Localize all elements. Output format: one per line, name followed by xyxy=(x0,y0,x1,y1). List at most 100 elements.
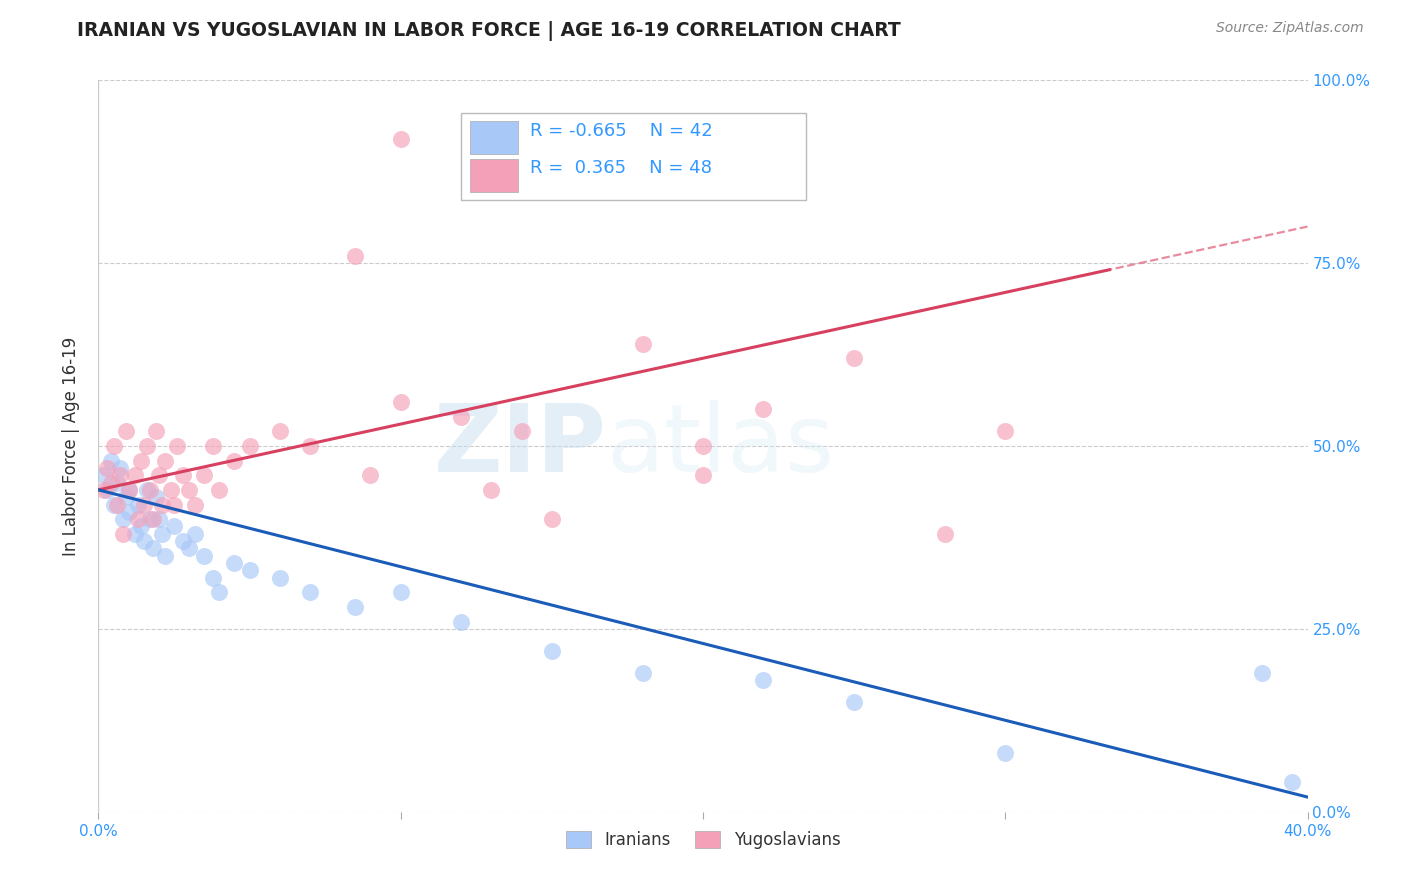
Point xyxy=(389,395,412,409)
Point xyxy=(934,526,956,541)
Point xyxy=(172,468,194,483)
Point xyxy=(389,585,412,599)
Point xyxy=(100,453,122,467)
Point xyxy=(118,505,141,519)
Point xyxy=(142,541,165,556)
Point xyxy=(179,541,201,556)
Point xyxy=(148,512,170,526)
Point xyxy=(208,483,231,497)
Point xyxy=(150,498,173,512)
Point xyxy=(510,425,533,439)
Point xyxy=(631,665,654,680)
Point xyxy=(269,425,291,439)
Point xyxy=(124,468,146,483)
Text: Source: ZipAtlas.com: Source: ZipAtlas.com xyxy=(1216,21,1364,36)
Text: atlas: atlas xyxy=(606,400,835,492)
Point xyxy=(193,468,215,483)
Point xyxy=(1281,775,1303,789)
Point xyxy=(269,571,291,585)
Point xyxy=(844,695,866,709)
Y-axis label: In Labor Force | Age 16-19: In Labor Force | Age 16-19 xyxy=(62,336,80,556)
Point xyxy=(844,351,866,366)
Legend: Iranians, Yugoslavians: Iranians, Yugoslavians xyxy=(560,824,846,856)
Point xyxy=(299,439,322,453)
Point xyxy=(135,483,157,497)
FancyBboxPatch shape xyxy=(470,159,517,192)
Point xyxy=(224,556,246,570)
Point xyxy=(105,475,128,490)
Point xyxy=(299,585,322,599)
Point xyxy=(93,468,115,483)
Point xyxy=(139,512,162,526)
Point xyxy=(114,425,136,439)
Text: IRANIAN VS YUGOSLAVIAN IN LABOR FORCE | AGE 16-19 CORRELATION CHART: IRANIAN VS YUGOSLAVIAN IN LABOR FORCE | … xyxy=(77,21,901,41)
Point xyxy=(450,409,472,424)
Point xyxy=(153,549,176,563)
Point xyxy=(202,439,225,453)
Point xyxy=(163,519,186,533)
Point xyxy=(193,549,215,563)
Point xyxy=(96,483,118,497)
Point xyxy=(692,439,714,453)
Point xyxy=(184,526,207,541)
Point xyxy=(150,526,173,541)
Point xyxy=(752,402,775,417)
Point xyxy=(103,439,125,453)
Point xyxy=(129,519,152,533)
Point xyxy=(153,453,176,467)
Point xyxy=(239,439,262,453)
Point xyxy=(344,599,367,614)
Text: R =  0.365    N = 48: R = 0.365 N = 48 xyxy=(530,159,711,177)
Point xyxy=(132,534,155,549)
Point xyxy=(389,132,412,146)
Point xyxy=(1251,665,1274,680)
Point xyxy=(145,490,167,504)
Point xyxy=(481,483,503,497)
Point xyxy=(135,439,157,453)
Point xyxy=(108,461,131,475)
Point xyxy=(93,483,115,497)
Point xyxy=(111,512,134,526)
Text: ZIP: ZIP xyxy=(433,400,606,492)
Point xyxy=(224,453,246,467)
Point xyxy=(179,483,201,497)
Point xyxy=(118,483,141,497)
Point xyxy=(172,534,194,549)
Point xyxy=(160,483,183,497)
Point xyxy=(129,453,152,467)
Point xyxy=(114,490,136,504)
Point xyxy=(108,468,131,483)
Point xyxy=(631,336,654,351)
Point xyxy=(148,468,170,483)
Point xyxy=(111,526,134,541)
Point xyxy=(344,249,367,263)
Point xyxy=(100,475,122,490)
Point xyxy=(360,468,382,483)
Point xyxy=(450,615,472,629)
Point xyxy=(142,512,165,526)
Point xyxy=(118,483,141,497)
Point xyxy=(127,498,149,512)
Point xyxy=(139,483,162,497)
Text: R = -0.665    N = 42: R = -0.665 N = 42 xyxy=(530,122,713,140)
Point xyxy=(124,526,146,541)
Point xyxy=(202,571,225,585)
Point xyxy=(166,439,188,453)
Point xyxy=(752,673,775,687)
Point xyxy=(163,498,186,512)
Point xyxy=(239,563,262,577)
Point xyxy=(692,468,714,483)
Point xyxy=(103,498,125,512)
Point xyxy=(132,498,155,512)
Point xyxy=(105,498,128,512)
Point xyxy=(145,425,167,439)
Point xyxy=(540,644,562,658)
Point xyxy=(208,585,231,599)
Point xyxy=(96,461,118,475)
Point xyxy=(994,425,1017,439)
Point xyxy=(184,498,207,512)
Point xyxy=(994,746,1017,760)
FancyBboxPatch shape xyxy=(470,120,517,154)
Point xyxy=(540,512,562,526)
Point xyxy=(127,512,149,526)
